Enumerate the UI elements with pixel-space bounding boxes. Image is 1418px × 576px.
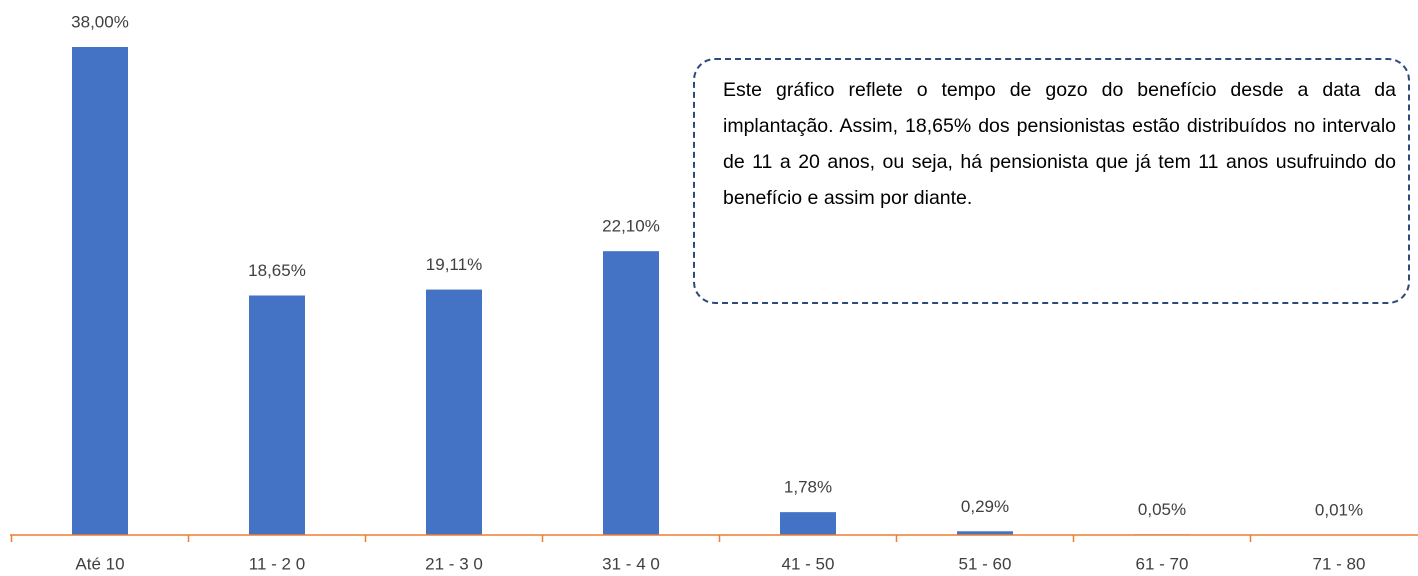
annotation: Este gráfico reflete o tempo de gozo do …: [693, 58, 1410, 304]
bar: [957, 531, 1013, 535]
x-tick-label: 11 - 2 0: [249, 554, 305, 573]
value-label: 0,05%: [1138, 500, 1186, 519]
value-label: 0,01%: [1315, 500, 1363, 519]
bar: [426, 289, 482, 535]
value-label: 22,10%: [602, 217, 660, 236]
x-tick-label: 51 - 60: [959, 554, 1012, 573]
x-tick-label: 31 - 4 0: [602, 554, 660, 573]
value-label: 0,29%: [961, 497, 1009, 516]
value-label: 38,00%: [71, 12, 129, 31]
bar: [249, 295, 305, 535]
x-tick-label: 21 - 3 0: [425, 554, 483, 573]
x-tick-label: 71 - 80: [1313, 554, 1366, 573]
x-tick-label: Até 10: [75, 554, 124, 573]
bar: [72, 47, 128, 535]
bar: [780, 512, 836, 535]
bar: [603, 251, 659, 536]
value-label: 18,65%: [248, 261, 306, 280]
x-tick-label: 61 - 70: [1136, 554, 1189, 573]
value-label: 1,78%: [784, 478, 832, 497]
x-tick-label: 41 - 50: [782, 554, 835, 573]
value-label: 19,11%: [426, 255, 482, 274]
